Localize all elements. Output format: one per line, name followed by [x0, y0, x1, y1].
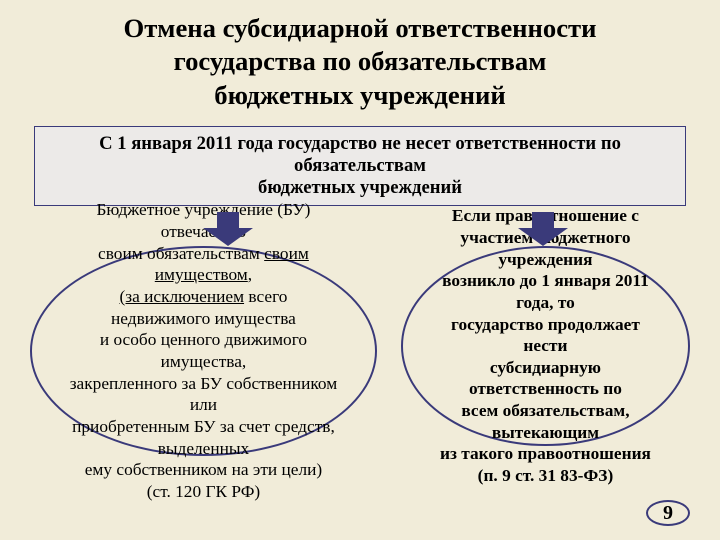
- rb-l8: (п. 9 ст. 31 83-ФЗ): [478, 466, 614, 485]
- top-statement-box: С 1 января 2011 года государство не несе…: [34, 126, 686, 206]
- title-line-3: бюджетных учреждений: [214, 80, 505, 110]
- page-number-badge: 9: [646, 500, 690, 526]
- rb-l7: из такого правоотношения: [440, 444, 651, 463]
- arrow-down-left: [203, 212, 253, 246]
- rb-l3: возникло до 1 января 2011 года, то: [442, 271, 649, 312]
- page-number: 9: [663, 502, 673, 525]
- bubble-row: Бюджетное учреждение (БУ) отвечает по св…: [28, 246, 692, 456]
- left-bubble: Бюджетное учреждение (БУ) отвечает по св…: [30, 246, 377, 456]
- lb-l4: и особо ценного движимого имущества,: [100, 330, 307, 371]
- rb-l5: субсидиарную ответственность по: [469, 358, 622, 399]
- lb-l6: приобретенным БУ за счет средств, выделе…: [72, 417, 335, 458]
- title-line-2: государства по обязательствам: [174, 46, 547, 76]
- lb-l8: (ст. 120 ГК РФ): [147, 482, 260, 501]
- lb-l3a: (за исключением: [119, 287, 244, 306]
- lb-l2c: ,: [248, 265, 252, 284]
- right-bubble: Если правоотношение с участием бюджетног…: [401, 246, 690, 446]
- slide-title: Отмена субсидиарной ответственности госу…: [28, 12, 692, 112]
- top-box-line-1: С 1 января 2011 года государство не несе…: [99, 133, 621, 176]
- lb-l7: ему собственником на эти цели): [85, 460, 322, 479]
- top-box-line-2: бюджетных учреждений: [258, 177, 462, 198]
- rb-l4: государство продолжает нести: [451, 315, 640, 356]
- arrow-down-right: [518, 212, 568, 246]
- arrow-row: [28, 210, 692, 250]
- rb-l6: всем обязательствам, вытекающим: [461, 401, 629, 442]
- title-line-1: Отмена субсидиарной ответственности: [123, 13, 596, 43]
- slide: Отмена субсидиарной ответственности госу…: [0, 0, 720, 540]
- lb-l5: закрепленного за БУ собственником или: [70, 374, 337, 415]
